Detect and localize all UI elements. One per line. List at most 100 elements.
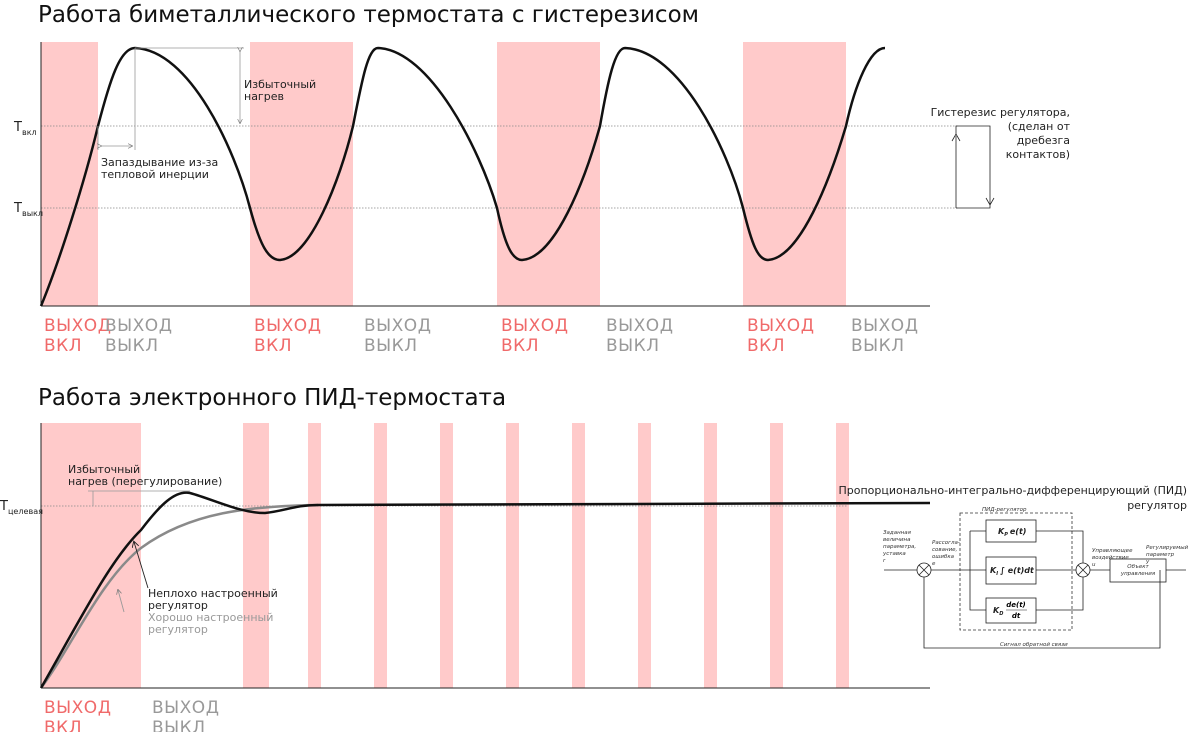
fair-tuned-note: Неплохо настроенный регулятор <box>148 587 278 612</box>
output-on: ВЫХОД ВКЛ <box>254 316 321 356</box>
hysteresis-note: Гистерезис регулятора, (сделан от дребезга… <box>931 106 1071 161</box>
pid-k: K <box>993 606 1000 615</box>
pid-block: KI ∫ e(t)dt <box>990 566 1035 577</box>
output-off-line: ВЫХОД <box>105 316 172 336</box>
t-on-label: Tвкл <box>13 120 37 137</box>
band <box>374 423 387 688</box>
output-off: ВЫХОД ВЫКЛ <box>851 316 918 356</box>
control-note: Управляющее воздействие u <box>1092 548 1133 568</box>
output-on-line: ВЫХОД <box>254 316 321 336</box>
pid-block: KD <box>993 606 1003 617</box>
pid-k: K <box>990 566 997 575</box>
output-on-line: ВКЛ <box>44 336 82 356</box>
overheat-note-line: Избыточный <box>244 78 316 91</box>
output-off-line: ВЫКЛ <box>105 336 159 356</box>
measured-note-line: параметр <box>1146 552 1175 558</box>
pid-sub: I <box>996 571 998 577</box>
output-on-line: ВКЛ <box>747 336 785 356</box>
output-off-line: ВЫКЛ <box>606 336 660 356</box>
output-off-line: ВЫХОД <box>606 316 673 336</box>
setpoint-note-line: уставка <box>882 551 906 557</box>
output-on-line: ВКЛ <box>44 718 82 732</box>
pid-den: dt <box>1012 612 1021 620</box>
pid-num: de(t) <box>1006 601 1026 609</box>
band <box>440 423 453 688</box>
band <box>243 423 269 688</box>
t-off-label-main: T <box>13 201 22 216</box>
band <box>836 423 849 688</box>
pid-expr: ∫ e(t)dt <box>1000 566 1035 575</box>
t-target-label: Tцелевая <box>0 499 43 516</box>
good-tuned-note-line: регулятор <box>148 623 208 636</box>
control-note-line: воздействие <box>1092 555 1129 561</box>
t-target-label-sub: целевая <box>8 507 43 516</box>
output-off-line: ВЫКЛ <box>364 336 418 356</box>
output-on-line: ВЫХОД <box>44 698 111 718</box>
overshoot-marker <box>88 490 190 613</box>
delay-note: Запаздывание из-за тепловой инерции <box>101 156 218 181</box>
error-note-line: ошибка <box>932 554 955 560</box>
hysteresis-note-line: дребезга <box>1017 134 1070 147</box>
overshoot-note: Избыточный нагрев (перегулирование) <box>68 463 222 488</box>
error-note: Рассогла-сование, ошибка e <box>932 540 960 567</box>
annotation-lines <box>98 48 995 209</box>
overheat-note: Избыточный нагрев <box>244 78 316 103</box>
setpoint-note-line: Заданная <box>883 530 912 536</box>
overshoot-note-line: нагрев (перегулирование) <box>68 475 222 488</box>
band <box>506 423 519 688</box>
pid-title-line: Пропорционально-интегрально-дифференциру… <box>838 484 1187 497</box>
overheat-note-line: нагрев <box>244 90 284 103</box>
pid-sub: P <box>1004 532 1008 538</box>
output-off: ВЫХОД ВЫКЛ <box>364 316 431 356</box>
pid-diagram <box>884 512 1186 649</box>
output-on-line: ВЫХОД <box>44 316 111 336</box>
output-off-line: ВЫХОД <box>364 316 431 336</box>
hysteresis-note-line: контактов) <box>1006 148 1070 161</box>
pid-expr: e(t) <box>1010 527 1027 536</box>
good-tuned-note: Хорошо настроенный регулятор <box>148 611 273 636</box>
control-note-line: Управляющее <box>1092 548 1133 554</box>
band <box>308 423 321 688</box>
output-off-line: ВЫХОД <box>152 698 219 718</box>
t-off-label-sub: выкл <box>22 209 43 218</box>
plant-note-line: управления <box>1120 571 1156 577</box>
pid-k: K <box>998 527 1005 536</box>
pid-box-label: ПИД-регулятор <box>982 507 1027 513</box>
pid-block: KP e(t) <box>998 527 1026 538</box>
pid-title-line: регулятор <box>1127 499 1187 512</box>
error-note-line: Рассогла- <box>932 540 960 546</box>
top-bands <box>41 42 846 306</box>
band <box>638 423 651 688</box>
bottom-bands <box>41 423 849 688</box>
error-note-line: e <box>932 561 936 567</box>
pid-title: Пропорционально-интегрально-дифференциру… <box>838 484 1187 512</box>
output-off: ВЫХОД ВЫКЛ <box>152 698 219 732</box>
feedback-note: Сигнал обратной связи <box>1000 642 1068 648</box>
output-on-line: ВКЛ <box>501 336 539 356</box>
error-note-line: сование, <box>932 547 958 553</box>
fair-tuned-note-line: Неплохо настроенный <box>148 587 278 600</box>
output-off-line: ВЫКЛ <box>851 336 905 356</box>
control-note-line: u <box>1092 562 1096 568</box>
output-on: ВЫХОД ВКЛ <box>747 316 814 356</box>
fair-tuned-curve <box>39 491 931 689</box>
t-off-label: Tвыкл <box>13 201 43 218</box>
output-on-line: ВЫХОД <box>747 316 814 336</box>
output-on: ВЫХОД ВКЛ <box>44 698 111 732</box>
title: Работа биметаллического термостата с гис… <box>38 2 699 28</box>
band <box>572 423 585 688</box>
temperature-curve <box>39 46 886 307</box>
band <box>41 423 141 688</box>
delay-note-line: тепловой инерции <box>101 168 209 181</box>
hysteresis-note-line: (сделан от <box>1008 120 1071 133</box>
plant-note-line: Объект <box>1127 564 1149 570</box>
output-on-line: ВЫХОД <box>501 316 568 336</box>
setpoint-note-line: величина <box>883 537 911 543</box>
output-off-line: ВЫХОД <box>851 316 918 336</box>
t-target-label-main: T <box>0 499 8 514</box>
output-on: ВЫХОД ВКЛ <box>501 316 568 356</box>
